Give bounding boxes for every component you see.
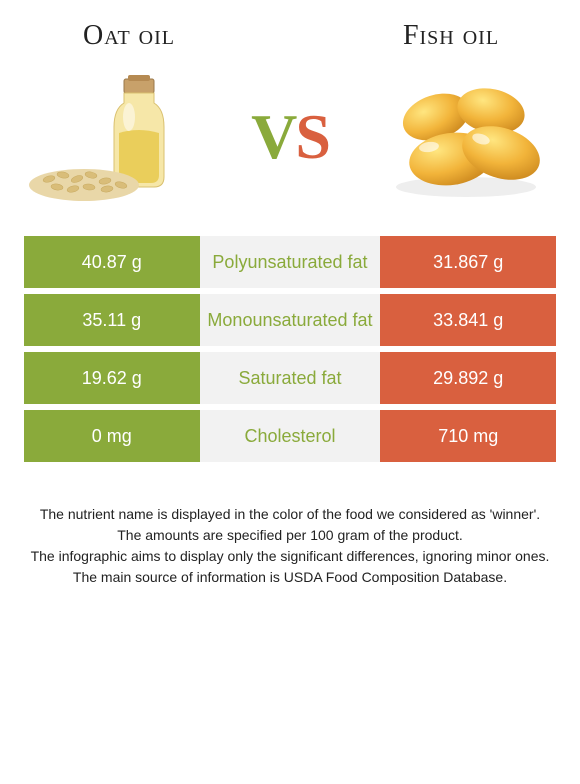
header: Oat oil Fish oil [24,20,556,52]
table-row: 19.62 gSaturated fat29.892 g [24,352,556,404]
nutrient-label: Polyunsaturated fat [200,236,381,288]
fish-oil-image [376,62,556,212]
vs-label: VS [251,100,329,174]
vs-v: V [251,101,295,172]
table-row: 0 mgCholesterol710 mg [24,410,556,462]
nutrient-label: Monounsaturated fat [200,294,381,346]
table-row: 40.87 gPolyunsaturated fat31.867 g [24,236,556,288]
fish-oil-icon [381,67,551,207]
table-row: 35.11 gMonounsaturated fat33.841 g [24,294,556,346]
note-line: The amounts are specified per 100 gram o… [30,525,550,546]
note-line: The main source of information is USDA F… [30,567,550,588]
left-title: Oat oil [24,20,234,52]
oat-oil-image [24,62,204,212]
right-value: 29.892 g [380,352,556,404]
nutrient-label: Saturated fat [200,352,381,404]
right-title: Fish oil [346,20,556,52]
vs-s: S [295,101,329,172]
comparison-table: 40.87 gPolyunsaturated fat31.867 g 35.11 … [24,230,556,468]
left-value: 40.87 g [24,236,200,288]
nutrient-label: Cholesterol [200,410,381,462]
note-line: The nutrient name is displayed in the co… [30,504,550,525]
right-value: 710 mg [380,410,556,462]
footnotes: The nutrient name is displayed in the co… [24,504,556,588]
comparison-infographic: Oat oil Fish oil [0,0,580,784]
right-value: 33.841 g [380,294,556,346]
left-value: 35.11 g [24,294,200,346]
left-value: 19.62 g [24,352,200,404]
right-value: 31.867 g [380,236,556,288]
note-line: The infographic aims to display only the… [30,546,550,567]
images-row: VS [24,62,556,212]
oat-oil-icon [29,67,199,207]
left-value: 0 mg [24,410,200,462]
